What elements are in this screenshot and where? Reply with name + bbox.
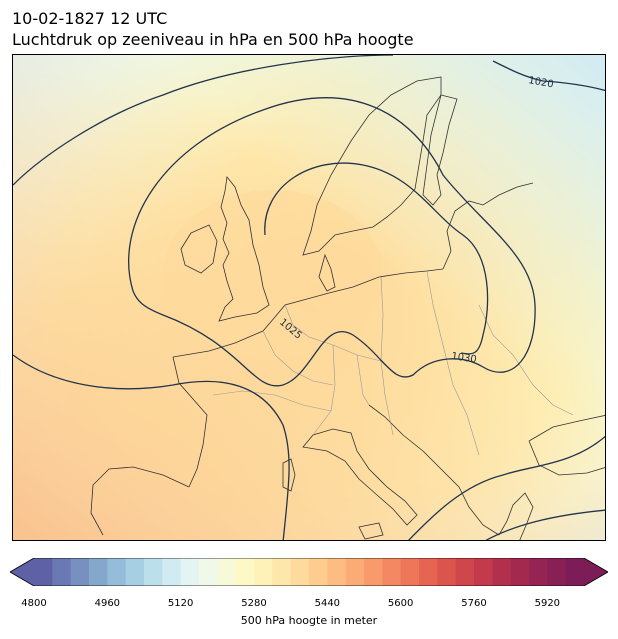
colorbar-cell xyxy=(199,558,218,586)
colorbar-cell xyxy=(419,558,438,586)
colorbar-cell xyxy=(455,558,475,586)
colorbar-label: 500 hPa hoogte in meter xyxy=(240,614,378,627)
isobar-label-1030: 1030 xyxy=(451,351,478,365)
colorbar-cell xyxy=(510,558,530,586)
colorbar-cell xyxy=(492,558,512,586)
isobar-se xyxy=(408,435,605,540)
isobar-1020 xyxy=(13,55,394,186)
colorbar-tick-label: 5760 xyxy=(461,598,487,609)
colorbar-cell xyxy=(272,558,292,586)
colorbar-cell xyxy=(180,558,200,586)
colorbar-cell xyxy=(474,558,493,586)
colorbar-cell xyxy=(290,558,310,586)
colorbar-cell xyxy=(364,558,383,586)
colorbar-cell xyxy=(217,558,237,586)
isobar-se-2 xyxy=(485,509,605,540)
colorbar-cell xyxy=(52,558,72,586)
colorbar-tick-label: 4960 xyxy=(94,598,121,609)
colorbar-cell xyxy=(382,558,402,586)
colorbar-cell xyxy=(327,558,347,586)
colorbar-cell xyxy=(547,558,567,586)
colorbar-extend-high xyxy=(584,558,608,586)
colorbar-cell xyxy=(529,558,548,586)
map-panel: 1020 1025 1030 xyxy=(12,54,606,541)
colorbar-extend-low xyxy=(10,558,34,586)
colorbar-cell xyxy=(309,558,328,586)
isobar-1025 xyxy=(128,97,536,387)
height-max-region xyxy=(163,190,383,360)
colorbar xyxy=(10,558,608,586)
map-datetime: 10-02-1827 12 UTC xyxy=(12,9,168,28)
pressure-height-map: 1020 1025 1030 xyxy=(13,55,605,540)
colorbar-cell xyxy=(107,558,127,586)
colorbar-cell xyxy=(125,558,145,586)
colorbar-cell xyxy=(345,558,365,586)
colorbar-cell xyxy=(162,558,182,586)
colorbar-tick-label: 5920 xyxy=(534,598,561,609)
isobars xyxy=(13,55,605,540)
colorbar-cell xyxy=(235,558,255,586)
colorbar-cell xyxy=(144,558,163,586)
colorbar-cell xyxy=(70,558,90,586)
colorbar-tick-label: 5280 xyxy=(241,598,267,609)
isobar-1020-ne xyxy=(492,60,605,92)
isobar-1030 xyxy=(264,162,489,355)
isobar-lower xyxy=(13,354,290,540)
colorbar-cell xyxy=(89,558,108,586)
colorbar-tick-label: 5120 xyxy=(167,598,194,609)
colorbar-cell xyxy=(254,558,273,586)
isobar-label-1020: 1020 xyxy=(527,75,554,90)
colorbar-tick-label: 5440 xyxy=(314,598,341,609)
colorbar-cell xyxy=(400,558,420,586)
coastlines xyxy=(90,76,605,540)
colorbar-cell xyxy=(437,558,457,586)
colorbar-tick-label: 4800 xyxy=(21,598,47,609)
colorbar-tick-label: 5600 xyxy=(387,598,414,609)
map-title: Luchtdruk op zeeniveau in hPa en 500 hPa… xyxy=(12,30,414,49)
colorbar-cells xyxy=(34,558,585,586)
colorbar-cell xyxy=(34,558,53,586)
colorbar-cell xyxy=(565,558,585,586)
